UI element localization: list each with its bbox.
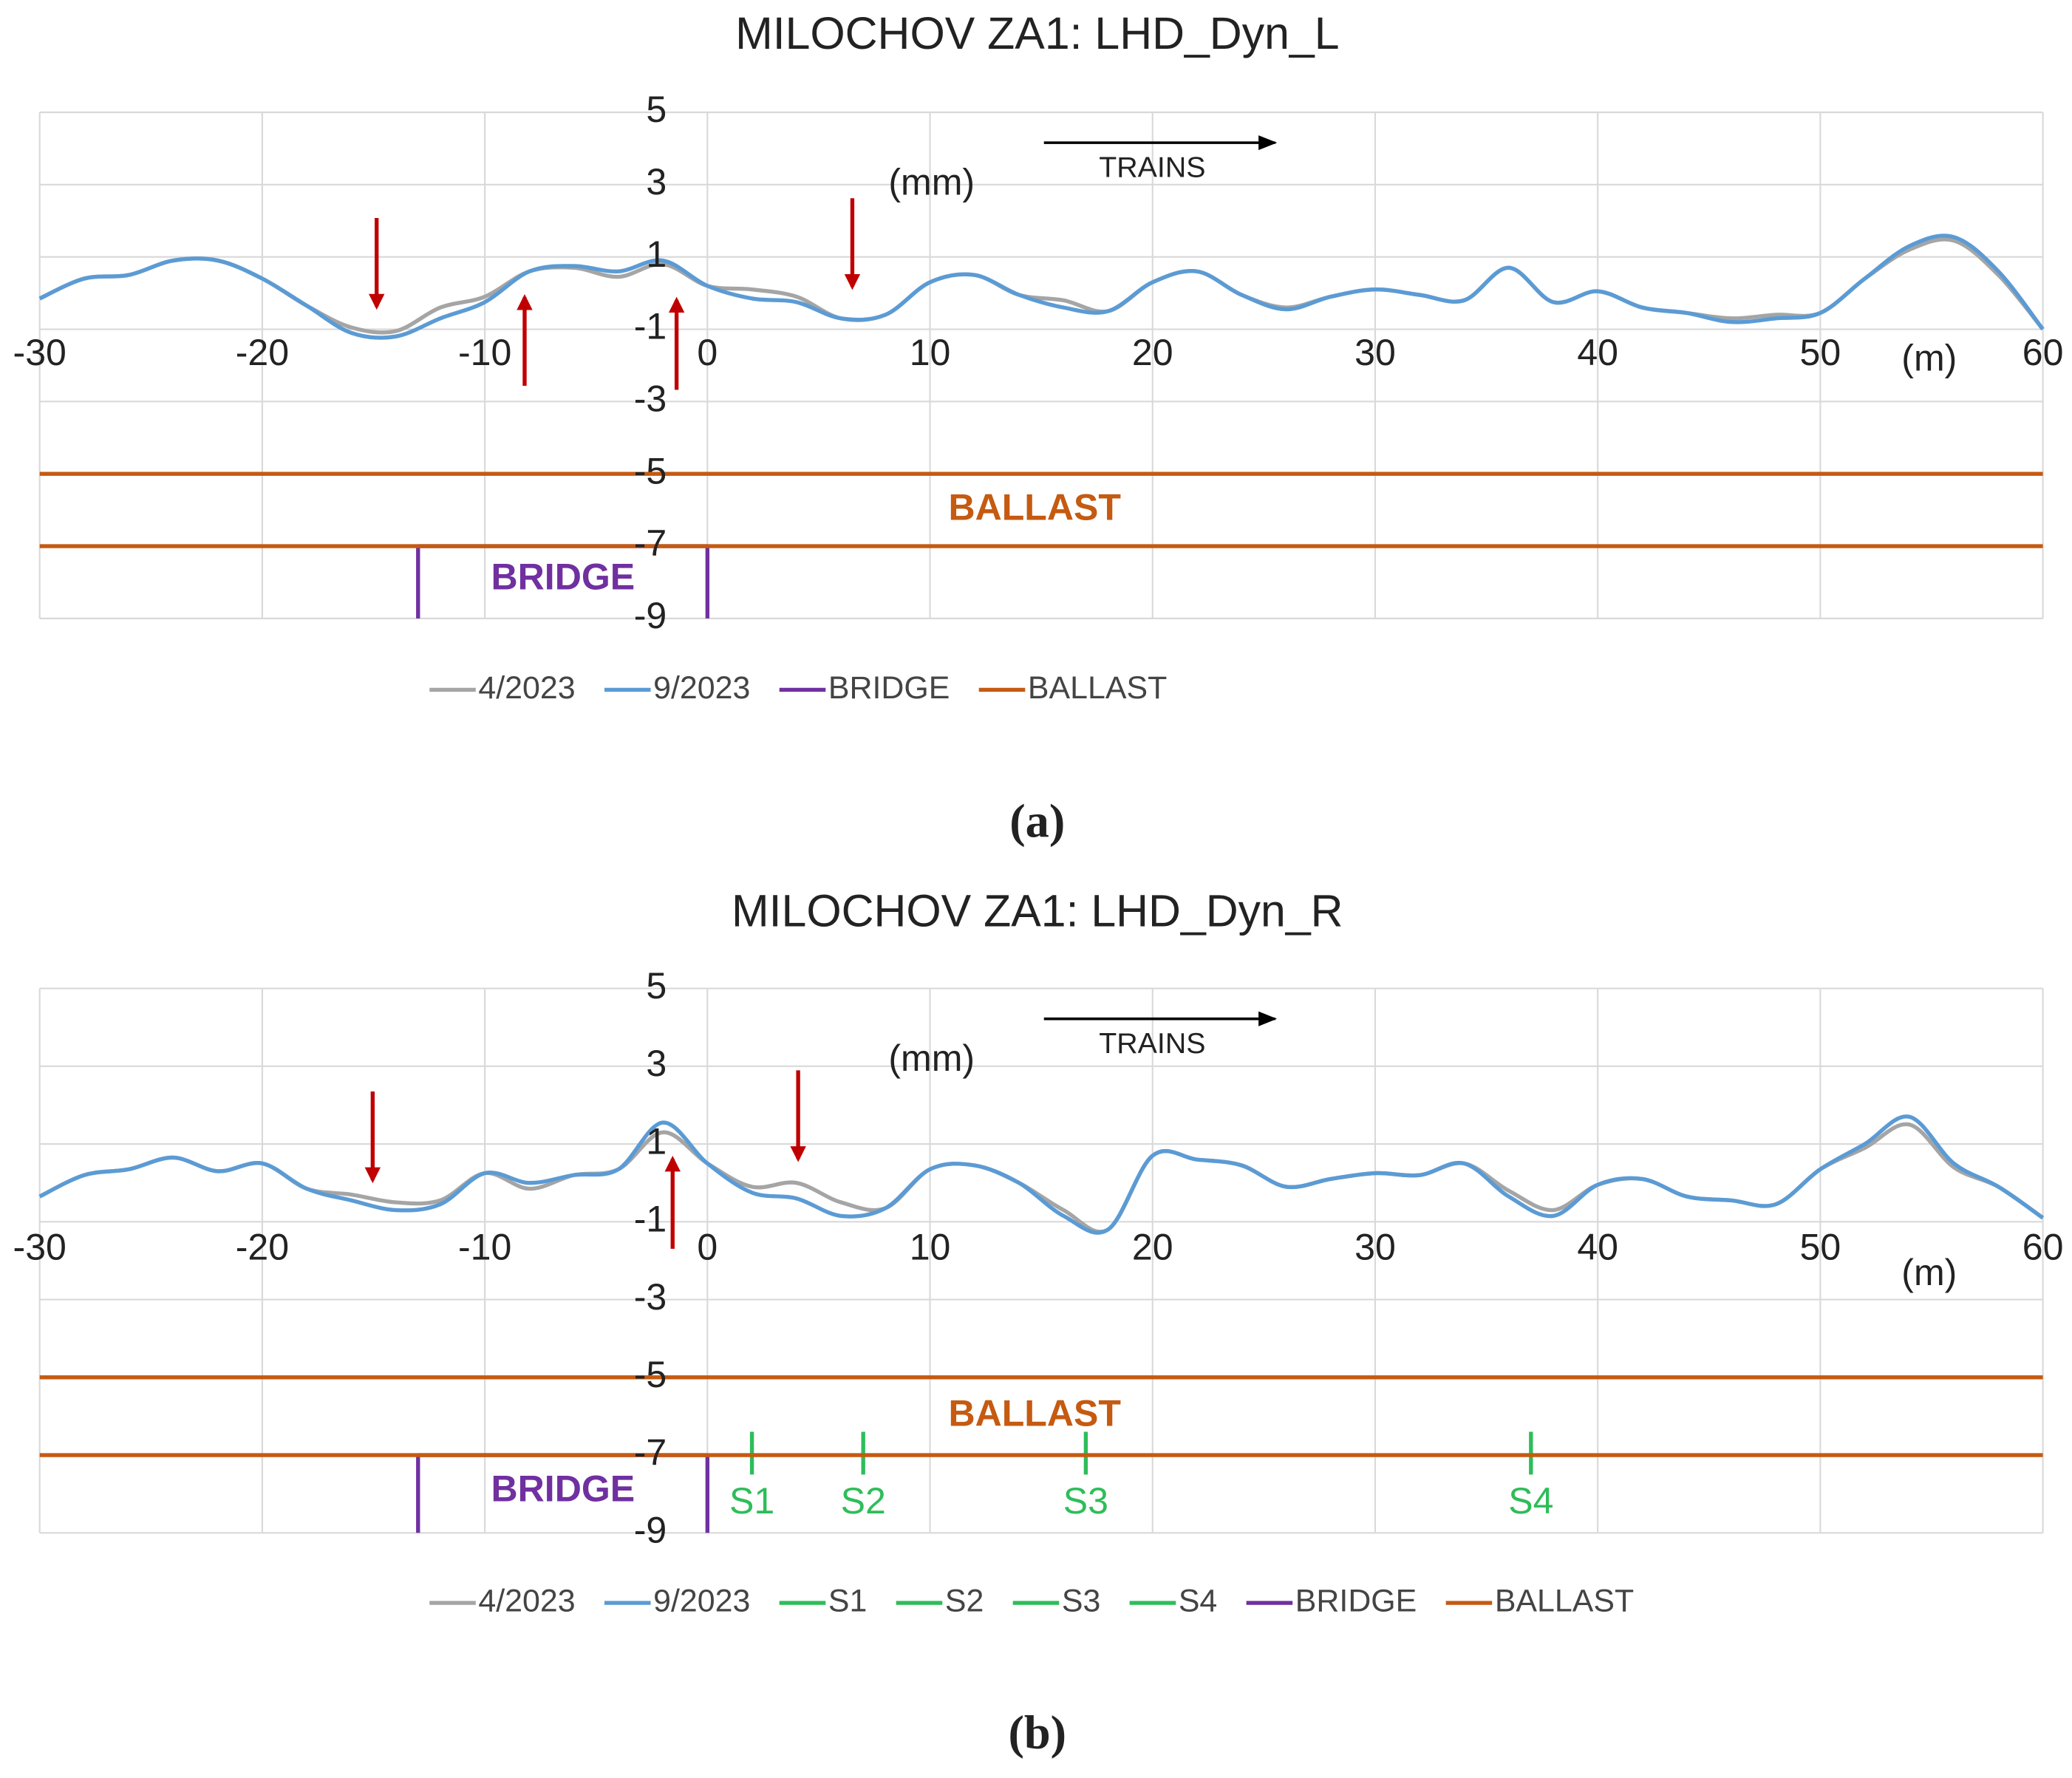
x-tick-label: 30	[1354, 332, 1396, 373]
legend-label: 4/2023	[478, 670, 575, 706]
x-unit: (m)	[1901, 337, 1957, 378]
arrows	[364, 198, 861, 1249]
direction-label: TRAINS	[1099, 151, 1205, 183]
x-tick-label: -20	[236, 1226, 289, 1267]
direction-label: TRAINS	[1099, 1027, 1205, 1060]
x-tick-label: 40	[1577, 332, 1618, 373]
series-line	[38, 1114, 2045, 1235]
x-tick-label: 60	[2022, 332, 2064, 373]
x-tick-label: 30	[1354, 1226, 1396, 1267]
y-tick-label: -3	[634, 378, 667, 420]
y-tick-label: -7	[634, 522, 667, 564]
legend-label: S2	[945, 1583, 984, 1618]
x-tick-label: 50	[1800, 332, 1841, 373]
marker-label: S4	[1508, 1480, 1553, 1522]
y-tick-label: 1	[646, 1120, 667, 1162]
data-layer	[38, 234, 2045, 1533]
legend-label: BALLAST	[1028, 670, 1167, 706]
legend-label: 4/2023	[478, 1583, 575, 1618]
y-tick-label: -9	[634, 595, 667, 636]
bridge-label: BRIDGE	[491, 556, 635, 598]
marker-label: S2	[841, 1480, 886, 1522]
x-tick-label: -10	[458, 332, 511, 373]
y-tick-label: -1	[634, 306, 667, 347]
x-tick-label: -30	[13, 1226, 67, 1267]
y-tick-label: -7	[634, 1431, 667, 1473]
x-tick-label: 10	[910, 332, 951, 373]
legend-label: BRIDGE	[1295, 1583, 1417, 1618]
legend-label: BRIDGE	[828, 670, 950, 706]
x-tick-label: -20	[236, 332, 289, 373]
x-tick-label: 40	[1577, 1226, 1618, 1267]
x-tick-label: -30	[13, 332, 67, 373]
chart-title: MILOCHOV ZA1: LHD_Dyn_L	[735, 8, 1339, 58]
text-layer: MILOCHOV ZA1: LHD_Dyn_L (a) 5 3 1 -1 -3 -5 -7 -9 -…	[13, 8, 2064, 1759]
x-tick-label: 50	[1800, 1226, 1841, 1267]
ballast-label: BALLAST	[948, 486, 1121, 528]
y-tick-label: -1	[634, 1199, 667, 1240]
y-unit: (mm)	[888, 1038, 975, 1079]
x-tick-label: 0	[697, 1226, 718, 1267]
x-tick-label: 10	[910, 1226, 951, 1267]
x-tick-label: 0	[697, 332, 718, 373]
chart-title: MILOCHOV ZA1: LHD_Dyn_R	[732, 885, 1343, 936]
bridge-label: BRIDGE	[491, 1468, 635, 1509]
y-tick-label: 3	[646, 161, 667, 202]
y-tick-label: 1	[646, 234, 667, 275]
y-tick-label: -3	[634, 1276, 667, 1318]
y-tick-label: -5	[634, 1354, 667, 1395]
x-tick-label: 20	[1132, 332, 1173, 373]
legend-label: S3	[1062, 1583, 1100, 1618]
series-line	[38, 1122, 2045, 1234]
legend-label: S1	[828, 1583, 867, 1618]
series-line	[38, 237, 2045, 335]
y-tick-label: -9	[634, 1510, 667, 1551]
legend-label: 9/2023	[653, 670, 750, 706]
y-tick-label: -5	[634, 450, 667, 491]
x-tick-label: 60	[2022, 1226, 2064, 1267]
legend-label: BALLAST	[1495, 1583, 1634, 1618]
panel-label: (a)	[1009, 794, 1065, 847]
y-tick-label: 5	[646, 89, 667, 130]
series-line	[38, 234, 2045, 340]
x-tick-label: -10	[458, 1226, 511, 1267]
legend-label: S4	[1179, 1583, 1217, 1618]
y-tick-label: 3	[646, 1043, 667, 1084]
panel-label: (b)	[1008, 1706, 1066, 1759]
ballast-label: BALLAST	[948, 1393, 1121, 1434]
legend-label: 9/2023	[653, 1583, 750, 1618]
marker-label: S1	[729, 1480, 774, 1522]
x-tick-label: 20	[1132, 1226, 1173, 1267]
marker-label: S3	[1063, 1480, 1108, 1522]
y-unit: (mm)	[888, 162, 975, 203]
x-unit: (m)	[1901, 1252, 1957, 1293]
y-tick-label: 5	[646, 965, 667, 1006]
